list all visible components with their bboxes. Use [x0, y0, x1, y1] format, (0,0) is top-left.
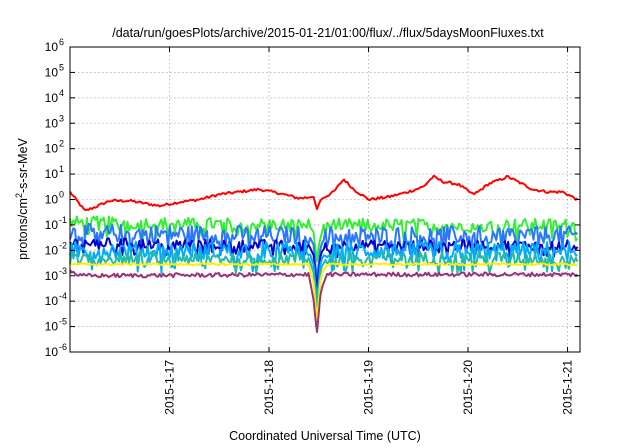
chart-title: /data/run/goesPlots/archive/2015-01-21/0… — [112, 26, 544, 40]
series-line-7 — [70, 262, 578, 323]
y-axis-label-prefix: protons/cm — [16, 198, 30, 260]
series-line-6 — [69, 250, 579, 308]
x-axis-ticks: 2015-1-17 2015-1-18 2015-1-19 2015-1-20 2015… — [163, 47, 575, 415]
series-line-5 — [69, 240, 578, 301]
y-tick-label: 101 — [45, 164, 64, 181]
series-group — [69, 174, 579, 333]
y-tick-label: 102 — [45, 139, 64, 156]
x-tick-label: 2015-1-20 — [461, 360, 475, 415]
x-tick-label: 2015-1-18 — [262, 360, 276, 415]
y-tick-label: 10-1 — [45, 215, 67, 232]
series-line-1 — [69, 174, 579, 211]
x-tick-label: 2015-1-19 — [362, 360, 376, 415]
y-axis-ticks: 10-6 10-5 10-4 10-3 10-2 10-1 100 101 102 103 104 1… — [45, 37, 580, 359]
y-tick-label: 105 — [45, 62, 64, 79]
y-tick-label: 103 — [45, 113, 64, 130]
y-tick-label: 10-5 — [45, 317, 67, 334]
x-axis-label: Coordinated Universal Time (UTC) — [229, 429, 421, 443]
y-axis-label-superscript: 2 — [14, 193, 24, 198]
y-tick-label: 10-4 — [45, 291, 67, 308]
y-tick-label: 10-3 — [45, 266, 67, 283]
y-axis-label-suffix: -s-sr-MeV — [16, 137, 30, 193]
y-tick-label: 10-6 — [45, 342, 67, 359]
y-tick-label: 104 — [45, 88, 64, 105]
grid — [70, 47, 580, 352]
series-line-8 — [69, 269, 579, 333]
y-tick-label: 10-2 — [45, 240, 67, 257]
y-tick-label: 100 — [45, 190, 64, 207]
x-tick-label: 2015-1-17 — [163, 360, 177, 415]
y-tick-label: 106 — [45, 37, 64, 54]
y-axis-label: protons/cm2-s-sr-MeV — [14, 137, 30, 259]
x-tick-label: 2015-1-21 — [561, 360, 575, 415]
